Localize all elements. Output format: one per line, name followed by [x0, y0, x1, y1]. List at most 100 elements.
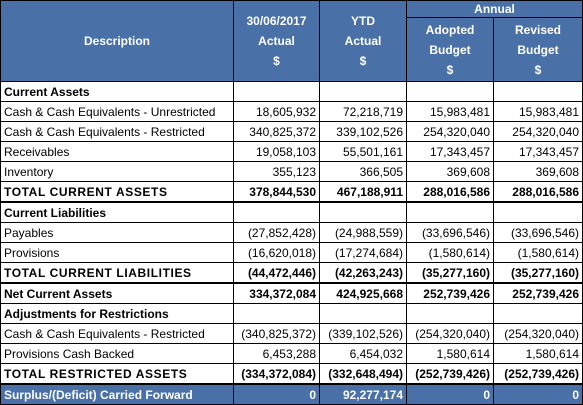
section-current-assets: Current Assets — [0, 81, 583, 102]
col-header-line: Actual — [258, 34, 295, 48]
cell-actual-2017: 355,123 — [233, 161, 320, 182]
cell-revised-budget: 17,343,457 — [492, 141, 583, 162]
section-adjustments-for-restrictions: Adjustments for Restrictions — [0, 303, 583, 324]
cell-actual-2017: (27,852,428) — [233, 222, 320, 243]
cell-ytd-actual: (339,102,526) — [319, 323, 407, 344]
row-label: TOTAL RESTRICTED ASSETS — [0, 363, 234, 385]
row-label: TOTAL CURRENT LIABILITIES — [0, 262, 234, 284]
cell-revised-budget — [492, 81, 583, 102]
cell-revised-budget: 288,016,586 — [492, 181, 583, 203]
col-header-revised-budget: Revised Budget $ — [492, 17, 583, 82]
cell-actual-2017 — [233, 303, 320, 324]
col-header-30-06-2017-actual: 30/06/2017 Actual $ — [233, 0, 320, 82]
row-label: Current Liabilities — [0, 201, 234, 223]
cell-revised-budget: (252,739,426) — [492, 363, 583, 385]
net-current-assets-row: Net Current Assets 334,372,084 424,925,6… — [0, 282, 583, 304]
table-row: Cash & Cash Equivalents - Restricted (34… — [0, 323, 583, 344]
cell-revised-budget: (254,320,040) — [492, 323, 583, 344]
cell-ytd-actual: 467,188,911 — [319, 181, 407, 203]
cell-adopted-budget: 369,608 — [406, 161, 494, 182]
table-row: Cash & Cash Equivalents - Unrestricted 1… — [0, 101, 583, 122]
table-row: Payables (27,852,428) (24,988,559) (33,6… — [0, 222, 583, 243]
cell-ytd-actual — [319, 303, 407, 324]
cell-adopted-budget: 254,320,040 — [406, 121, 494, 142]
col-header-line: Budget — [517, 42, 559, 57]
cell-ytd-actual: (42,263,243) — [319, 262, 407, 284]
col-header-adopted-budget: Adopted Budget $ — [406, 17, 494, 82]
col-header-line: $ — [273, 54, 280, 68]
col-header-line: YTD — [351, 14, 375, 28]
cell-adopted-budget: 252,739,426 — [406, 282, 494, 304]
row-label: Inventory — [0, 161, 234, 182]
cell-adopted-budget: (252,739,426) — [406, 363, 494, 385]
col-header-line: $ — [534, 62, 542, 77]
cell-adopted-budget: 15,983,481 — [406, 101, 494, 122]
col-header-line: Revised — [514, 22, 562, 37]
cell-actual-2017: 6,453,288 — [233, 343, 320, 364]
table-row: Provisions Cash Backed 6,453,288 6,454,0… — [0, 343, 583, 364]
cell-adopted-budget: (33,696,546) — [406, 222, 494, 243]
cell-ytd-actual: 424,925,668 — [319, 282, 407, 304]
cell-revised-budget: 369,608 — [492, 161, 583, 182]
cell-adopted-budget: 0 — [406, 383, 494, 405]
row-label: Current Assets — [0, 81, 234, 102]
col-header-line: $ — [359, 54, 367, 68]
cell-adopted-budget: (1,580,614) — [406, 242, 494, 263]
cell-actual-2017: (334,372,084) — [233, 363, 320, 385]
row-label: Payables — [0, 222, 234, 243]
table-row: Cash & Cash Equivalents - Restricted 340… — [0, 121, 583, 142]
cell-ytd-actual: 92,277,174 — [319, 383, 407, 405]
cell-revised-budget: 0 — [492, 383, 583, 405]
col-header-line: Actual — [344, 34, 382, 48]
table-row: Inventory 355,123 366,505 369,608 369,60… — [0, 161, 583, 182]
surplus-deficit-row: Surplus/(Deficit) Carried Forward 0 92,2… — [0, 383, 583, 405]
total-current-liabilities-row: TOTAL CURRENT LIABILITIES (44,472,446) (… — [0, 262, 583, 284]
table-row: Receivables 19,058,103 55,501,161 17,343… — [0, 141, 583, 162]
row-label: Cash & Cash Equivalents - Restricted — [0, 121, 234, 142]
row-label: Provisions — [0, 242, 234, 263]
cell-revised-budget: 254,320,040 — [492, 121, 583, 142]
cell-adopted-budget: (254,320,040) — [406, 323, 494, 344]
cell-actual-2017: 334,372,084 — [233, 282, 320, 304]
cell-actual-2017: 18,605,932 — [233, 101, 320, 122]
total-restricted-assets-row: TOTAL RESTRICTED ASSETS (334,372,084) (3… — [0, 363, 583, 385]
col-header-line: Adopted — [425, 22, 475, 37]
row-label: Cash & Cash Equivalents - Restricted — [0, 323, 234, 344]
cell-revised-budget: (35,277,160) — [492, 262, 583, 284]
row-label: Adjustments for Restrictions — [0, 303, 234, 324]
cell-adopted-budget: 1,580,614 — [406, 343, 494, 364]
cell-adopted-budget — [406, 201, 494, 223]
cell-ytd-actual: 339,102,526 — [319, 121, 407, 142]
cell-ytd-actual: (24,988,559) — [319, 222, 407, 243]
cell-ytd-actual — [319, 201, 407, 223]
total-current-assets-row: TOTAL CURRENT ASSETS 378,844,530 467,188… — [0, 181, 583, 203]
cell-ytd-actual: 72,218,719 — [319, 101, 407, 122]
col-header-line: Budget — [429, 42, 471, 57]
cell-revised-budget: 15,983,481 — [492, 101, 583, 122]
row-label: Cash & Cash Equivalents - Unrestricted — [0, 101, 234, 122]
cell-actual-2017: (16,620,018) — [233, 242, 320, 263]
cell-actual-2017 — [233, 81, 320, 102]
annual-group-header: Annual — [405, 0, 583, 18]
row-label: Receivables — [0, 141, 234, 162]
cell-actual-2017 — [233, 201, 320, 223]
cell-revised-budget — [492, 303, 583, 324]
cell-actual-2017: (44,472,446) — [233, 262, 320, 284]
col-header-line: $ — [446, 62, 454, 77]
table-row: Provisions (16,620,018) (17,274,684) (1,… — [0, 242, 583, 263]
cell-actual-2017: 378,844,530 — [233, 181, 320, 203]
cell-ytd-actual: (332,648,494) — [319, 363, 407, 385]
cell-actual-2017: (340,825,372) — [233, 323, 320, 344]
cell-adopted-budget: 288,016,586 — [406, 181, 494, 203]
cell-actual-2017: 0 — [233, 383, 320, 405]
cell-ytd-actual — [319, 81, 407, 102]
col-header-ytd-actual: YTD Actual $ — [319, 0, 407, 82]
description-header: Description — [0, 0, 234, 82]
row-label: Surplus/(Deficit) Carried Forward — [0, 383, 234, 405]
cell-ytd-actual: 55,501,161 — [319, 141, 407, 162]
cell-revised-budget — [492, 201, 583, 223]
cell-actual-2017: 19,058,103 — [233, 141, 320, 162]
cell-ytd-actual: 6,454,032 — [319, 343, 407, 364]
cell-revised-budget: 252,739,426 — [492, 282, 583, 304]
